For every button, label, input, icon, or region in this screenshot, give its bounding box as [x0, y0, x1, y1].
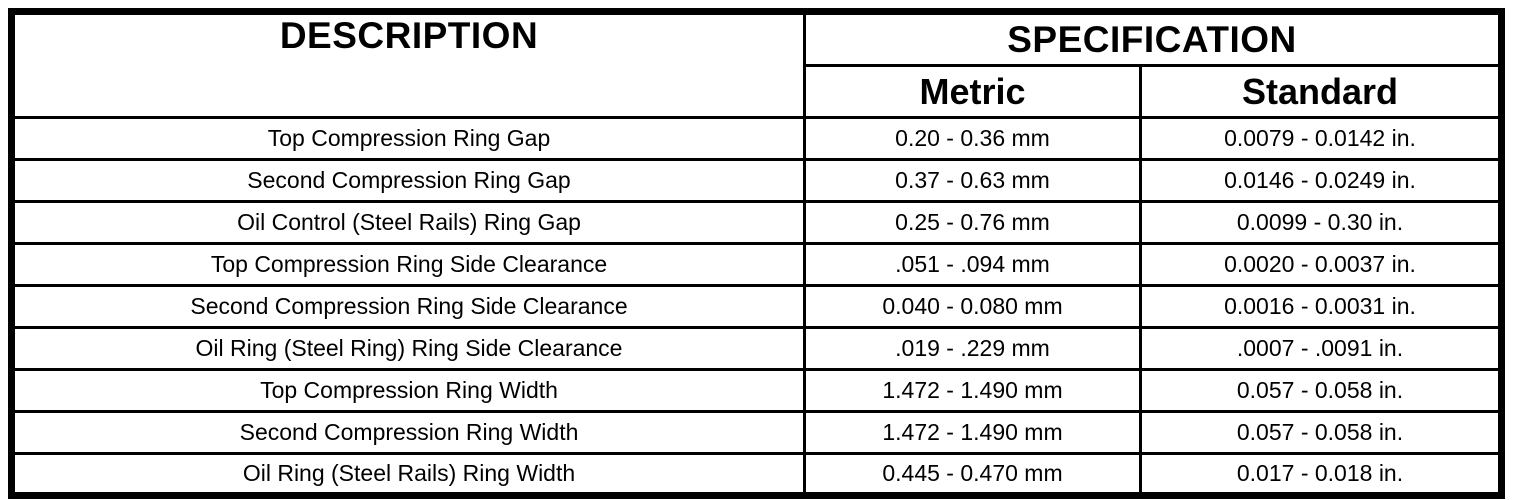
metric-value-cell: .051 - .094 mm: [803, 242, 1142, 287]
standard-value-cell: 0.0020 - 0.0037 in.: [1139, 242, 1503, 287]
table-row: Oil Control (Steel Rails) Ring Gap 0.25 …: [10, 200, 1503, 245]
metric-value-cell: 0.37 - 0.63 mm: [803, 158, 1142, 203]
table-row: Top Compression Ring Gap 0.20 - 0.36 mm …: [10, 116, 1503, 161]
description-cell: Oil Ring (Steel Ring) Ring Side Clearanc…: [10, 326, 806, 371]
standard-value-cell: 0.0146 - 0.0249 in.: [1139, 158, 1503, 203]
standard-value-cell: 0.0016 - 0.0031 in.: [1139, 284, 1503, 329]
column-header-standard: Standard: [1139, 64, 1503, 119]
standard-value-cell: 0.057 - 0.058 in.: [1139, 410, 1503, 455]
header-row-units: Metric Standard: [12, 64, 1503, 119]
description-cell: Top Compression Ring Gap: [10, 116, 806, 161]
metric-value-cell: .019 - .229 mm: [803, 326, 1142, 371]
table-row: Top Compression Ring Width 1.472 - 1.490…: [10, 368, 1503, 413]
table-row: Oil Ring (Steel Ring) Ring Side Clearanc…: [10, 326, 1503, 371]
metric-value-cell: 0.25 - 0.76 mm: [803, 200, 1142, 245]
standard-value-cell: 0.0079 - 0.0142 in.: [1139, 116, 1503, 161]
standard-value-cell: 0.017 - 0.018 in.: [1139, 452, 1503, 497]
description-cell: Oil Control (Steel Rails) Ring Gap: [10, 200, 806, 245]
description-cell: Top Compression Ring Width: [10, 368, 806, 413]
metric-value-cell: 1.472 - 1.490 mm: [803, 410, 1142, 455]
header-row-main: DESCRIPTION SPECIFICATION: [10, 10, 1503, 119]
table-row: Second Compression Ring Side Clearance 0…: [10, 284, 1503, 329]
description-cell: Second Compression Ring Side Clearance: [10, 284, 806, 329]
column-header-description: DESCRIPTION: [10, 10, 806, 119]
metric-value-cell: 0.445 - 0.470 mm: [803, 452, 1142, 497]
description-cell: Second Compression Ring Gap: [10, 158, 806, 203]
description-cell: Second Compression Ring Width: [10, 410, 806, 455]
metric-value-cell: 1.472 - 1.490 mm: [803, 368, 1142, 413]
standard-value-cell: 0.057 - 0.058 in.: [1139, 368, 1503, 413]
standard-value-cell: 0.0099 - 0.30 in.: [1139, 200, 1503, 245]
description-cell: Top Compression Ring Side Clearance: [10, 242, 806, 287]
standard-value-cell: .0007 - .0091 in.: [1139, 326, 1503, 371]
table-row: Oil Ring (Steel Rails) Ring Width 0.445 …: [10, 452, 1503, 497]
metric-value-cell: 0.20 - 0.36 mm: [803, 116, 1142, 161]
table-row: Second Compression Ring Width 1.472 - 1.…: [10, 410, 1503, 455]
table-body: Top Compression Ring Gap 0.20 - 0.36 mm …: [10, 116, 1503, 497]
description-cell: Oil Ring (Steel Rails) Ring Width: [10, 452, 806, 497]
specification-table: DESCRIPTION SPECIFICATION Metric Standar…: [8, 8, 1505, 499]
column-header-metric: Metric: [803, 64, 1142, 119]
table-row: Top Compression Ring Side Clearance .051…: [10, 242, 1503, 287]
metric-value-cell: 0.040 - 0.080 mm: [803, 284, 1142, 329]
column-header-specification: SPECIFICATION: [803, 10, 1503, 67]
table-row: Second Compression Ring Gap 0.37 - 0.63 …: [10, 158, 1503, 203]
